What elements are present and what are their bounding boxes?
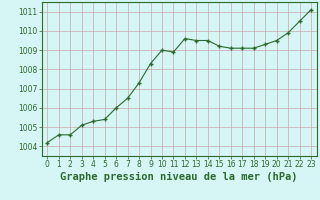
X-axis label: Graphe pression niveau de la mer (hPa): Graphe pression niveau de la mer (hPa) — [60, 172, 298, 182]
